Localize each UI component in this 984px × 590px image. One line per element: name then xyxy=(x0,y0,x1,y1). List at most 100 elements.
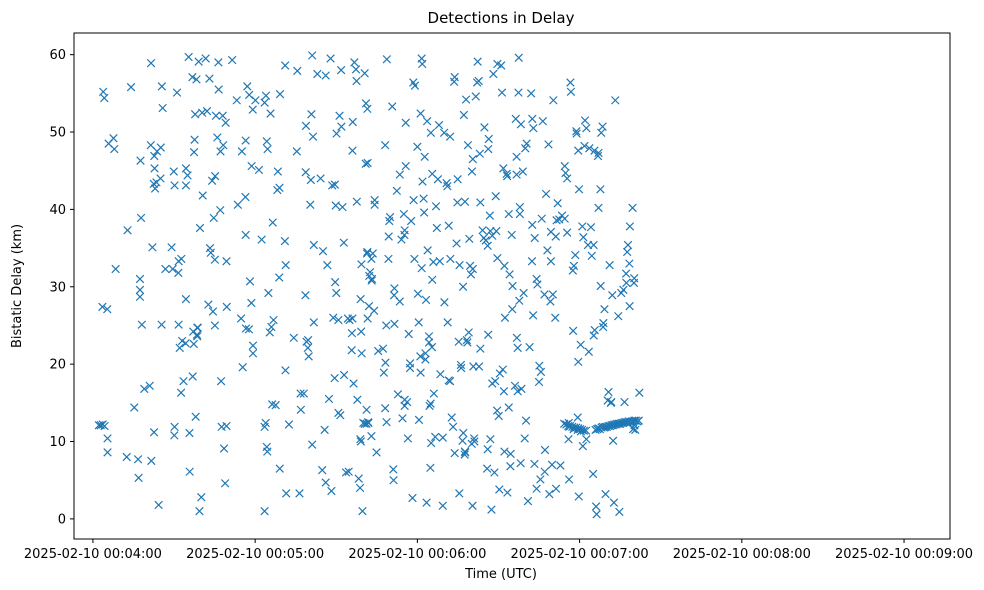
data-point xyxy=(348,314,357,323)
data-point xyxy=(548,290,558,299)
data-point xyxy=(413,142,422,151)
data-point xyxy=(181,181,191,190)
data-point xyxy=(520,434,529,443)
data-point xyxy=(273,167,283,176)
data-point xyxy=(622,278,631,288)
data-point xyxy=(384,254,393,264)
data-point xyxy=(599,318,608,328)
data-point xyxy=(313,69,322,79)
data-point xyxy=(382,321,391,330)
data-point xyxy=(323,260,332,270)
data-point xyxy=(247,298,256,308)
data-point xyxy=(332,288,341,298)
data-point xyxy=(372,448,381,457)
data-point xyxy=(419,208,429,217)
data-point xyxy=(485,211,495,220)
data-point xyxy=(484,134,493,144)
data-point xyxy=(216,376,226,386)
data-point xyxy=(619,285,628,295)
data-point xyxy=(175,343,184,353)
data-point xyxy=(247,161,256,171)
data-point xyxy=(361,99,371,108)
data-point xyxy=(551,484,561,493)
data-point xyxy=(303,343,313,353)
data-point xyxy=(530,459,539,469)
data-point xyxy=(167,243,176,252)
data-point xyxy=(547,460,557,469)
data-point xyxy=(330,277,340,287)
data-point xyxy=(227,55,237,65)
data-point xyxy=(397,235,406,244)
data-point xyxy=(400,230,409,240)
data-point xyxy=(307,440,317,449)
data-point xyxy=(422,116,432,126)
data-point xyxy=(506,449,515,459)
data-point xyxy=(621,269,631,278)
data-point xyxy=(296,389,305,398)
data-point xyxy=(347,345,356,355)
data-point xyxy=(421,295,431,305)
data-point xyxy=(209,213,219,223)
data-point xyxy=(522,139,531,148)
data-point xyxy=(455,489,464,498)
data-point xyxy=(299,389,309,398)
data-point xyxy=(206,248,216,257)
data-point xyxy=(545,489,554,499)
data-point xyxy=(393,390,403,399)
data-point xyxy=(236,314,246,323)
data-point xyxy=(309,318,319,327)
data-point xyxy=(392,186,402,196)
data-point xyxy=(145,381,154,391)
data-point xyxy=(526,89,536,98)
data-point xyxy=(136,156,145,165)
data-point xyxy=(157,320,166,329)
data-point xyxy=(409,195,418,205)
data-point xyxy=(214,58,223,67)
data-point xyxy=(448,422,458,432)
data-point xyxy=(337,122,346,131)
data-point xyxy=(435,257,445,266)
data-point xyxy=(281,366,290,375)
data-point xyxy=(498,365,508,374)
data-point xyxy=(363,158,372,168)
data-point xyxy=(233,200,243,209)
data-point xyxy=(408,493,417,503)
data-point xyxy=(280,61,290,70)
data-point xyxy=(370,200,379,209)
data-point xyxy=(382,417,391,427)
data-point xyxy=(566,87,576,97)
data-point xyxy=(202,106,212,116)
data-point xyxy=(282,489,291,498)
data-point xyxy=(280,236,290,246)
data-point xyxy=(332,129,341,138)
data-point xyxy=(218,111,227,121)
data-point xyxy=(630,421,639,430)
data-point xyxy=(422,498,431,507)
data-point xyxy=(275,183,284,192)
data-point xyxy=(502,169,511,179)
data-point xyxy=(538,116,548,126)
data-point xyxy=(420,152,429,162)
data-point xyxy=(428,275,437,285)
data-point xyxy=(473,57,482,66)
data-point xyxy=(192,330,202,339)
data-point xyxy=(352,76,361,86)
data-point xyxy=(506,462,515,471)
data-point xyxy=(191,412,200,421)
data-point xyxy=(588,469,598,479)
data-point xyxy=(450,72,459,82)
data-point xyxy=(459,110,469,120)
data-point xyxy=(564,475,574,484)
data-point xyxy=(515,202,525,212)
y-tick-label: 50 xyxy=(49,126,66,141)
data-point xyxy=(241,136,250,145)
data-point xyxy=(609,498,619,507)
data-point xyxy=(395,170,405,179)
data-point xyxy=(480,123,489,132)
data-point xyxy=(541,189,551,199)
data-point xyxy=(307,110,316,119)
data-point xyxy=(505,270,514,279)
data-point xyxy=(193,323,203,333)
data-point xyxy=(565,422,574,432)
